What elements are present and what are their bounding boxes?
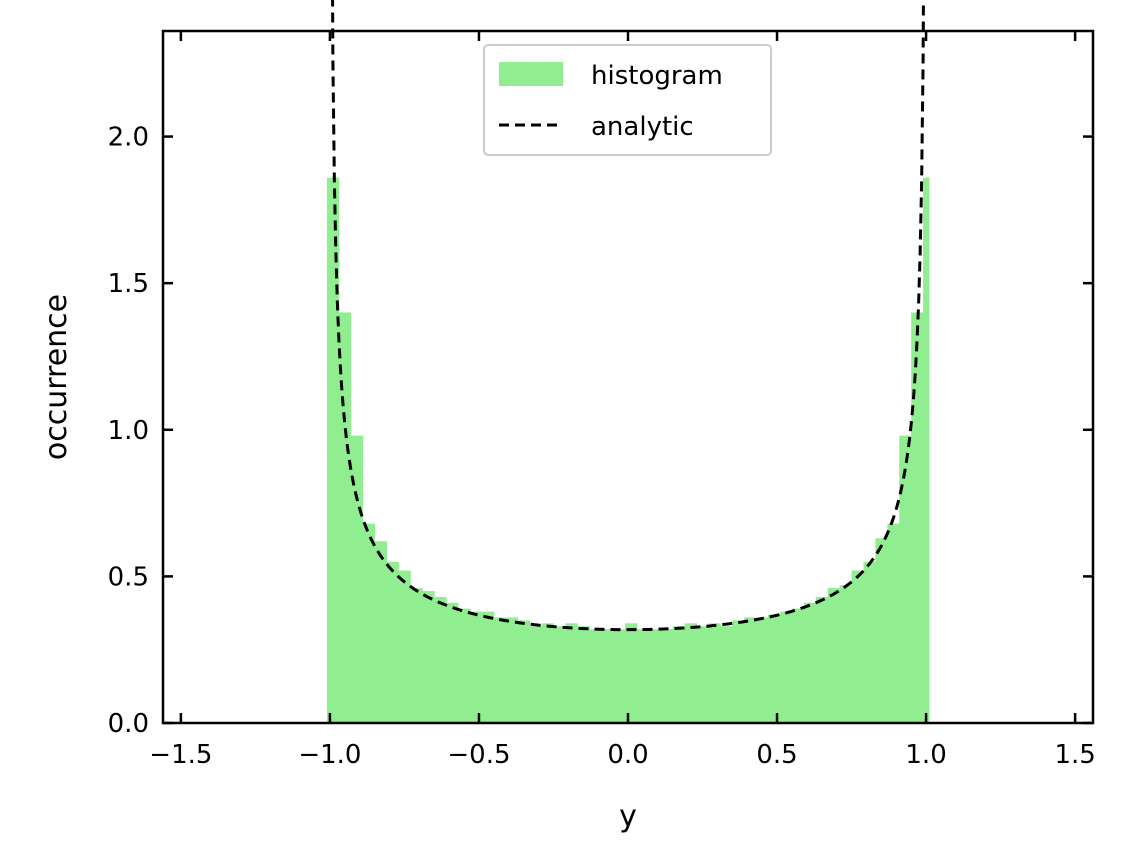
legend: histogram analytic <box>483 44 772 156</box>
x-axis-label: y <box>619 799 637 834</box>
histogram-bar <box>410 588 423 723</box>
histogram-bar <box>470 611 483 723</box>
histogram-bar <box>434 596 447 723</box>
y-axis-label: occurrence <box>39 294 74 460</box>
histogram-bar <box>863 561 876 723</box>
histogram-bar <box>386 561 399 723</box>
histogram-bar <box>911 312 924 723</box>
histogram-bar <box>565 623 578 723</box>
x-tick-label: 1.0 <box>905 740 946 770</box>
histogram-bar <box>660 629 674 723</box>
histogram-bar <box>398 570 411 723</box>
histogram-bar <box>887 523 900 723</box>
plot-area: −1.5 −1.0 −0.5 0.0 0.5 1.0 1.5 0.0 0.5 1.0 1.5 2.0 <box>108 0 1096 770</box>
histogram-bar <box>541 623 554 723</box>
x-tick-label: −1.5 <box>149 740 212 770</box>
y-tick-label: 1.5 <box>108 269 149 299</box>
histogram-bar <box>338 312 352 723</box>
histogram-bar <box>362 523 376 723</box>
histogram-bar <box>756 617 769 723</box>
histogram-bar <box>326 177 340 724</box>
histogram-bar <box>505 617 519 723</box>
histogram-bar <box>422 591 435 723</box>
histogram-bar <box>696 626 709 723</box>
legend-analytic-label: analytic <box>591 112 694 142</box>
histogram-bar <box>875 538 888 723</box>
histogram-bar <box>815 596 829 723</box>
histogram-bar <box>374 541 387 723</box>
histogram-bar <box>553 626 566 723</box>
y-tick-label: 1.0 <box>108 416 149 446</box>
histogram-bar <box>708 623 721 723</box>
histogram-bar <box>839 585 852 723</box>
x-tick-label: −1.0 <box>298 740 361 770</box>
histogram-bar <box>636 629 650 723</box>
histogram-bar <box>517 620 531 723</box>
histogram-bar <box>768 614 781 723</box>
histogram-bar <box>648 629 662 723</box>
histogram-bar <box>601 629 614 723</box>
histogram-bar <box>589 629 602 723</box>
analytic-curve <box>331 0 925 632</box>
histogram-bar <box>827 588 841 723</box>
axis-ticks: −1.5 −1.0 −0.5 0.0 0.5 1.0 1.5 0.0 0.5 1.0 1.5 2.0 <box>108 31 1096 770</box>
y-tick-label: 0.0 <box>108 709 149 739</box>
histogram-bar <box>923 177 930 724</box>
histogram-bar <box>672 626 686 723</box>
histogram-bar <box>899 435 912 723</box>
histogram-bars <box>326 177 930 724</box>
histogram-bar <box>803 602 817 723</box>
x-tick-label: 0.0 <box>607 740 648 770</box>
x-tick-label: 1.5 <box>1054 740 1095 770</box>
x-tick-label: 0.5 <box>756 740 797 770</box>
histogram-bar <box>791 608 805 723</box>
histogram-bar <box>851 570 864 723</box>
histogram-bar <box>744 617 757 723</box>
y-tick-label: 0.5 <box>108 562 149 592</box>
legend-histogram-label: histogram <box>591 61 723 91</box>
histogram-bar <box>625 623 638 723</box>
histogram-bar <box>446 602 459 723</box>
legend-histogram-swatch <box>499 62 563 86</box>
histogram-bar <box>458 608 471 723</box>
histogram-bar <box>720 626 733 723</box>
histogram-bar <box>577 626 590 723</box>
histogram-bar <box>780 611 793 723</box>
y-tick-label: 2.0 <box>108 123 149 153</box>
histogram-bar <box>493 617 507 723</box>
histogram-bar <box>481 611 495 723</box>
histogram-bar <box>613 629 626 723</box>
histogram-bar <box>529 626 542 723</box>
x-tick-label: −0.5 <box>447 740 510 770</box>
histogram-bar <box>732 620 745 723</box>
histogram-bar <box>684 623 697 723</box>
